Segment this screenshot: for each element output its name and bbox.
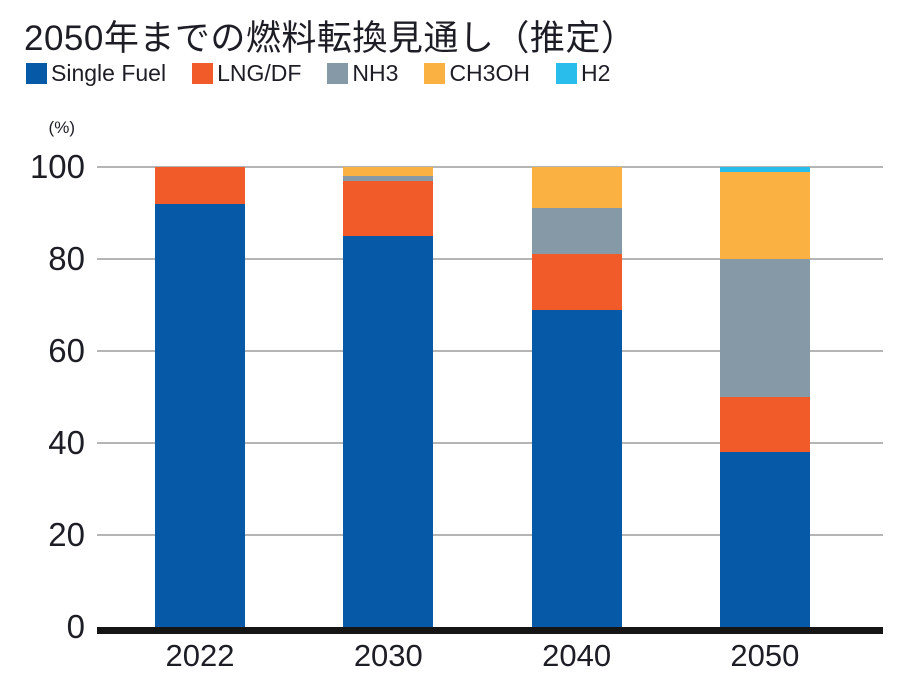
y-axis-tick-labels: 0 20 40 60 80 100 <box>0 0 85 679</box>
legend-item: NH3 <box>327 60 398 87</box>
legend-item: H2 <box>555 60 611 87</box>
bar-segment-h2 <box>719 167 810 172</box>
x-tick-label: 2030 <box>353 638 423 673</box>
stacked-bar-2050 <box>719 167 810 627</box>
legend-swatch-icon <box>555 63 577 84</box>
bar-segment-nh3 <box>719 259 810 398</box>
bar-segment-single-fuel <box>719 452 810 627</box>
bar-segment-lng-df <box>719 397 810 453</box>
stacked-bar-2030 <box>343 167 434 627</box>
legend-swatch-icon <box>192 63 214 84</box>
bar-segment-ch3oh <box>531 167 622 209</box>
y-tick-label: 60 <box>48 332 85 369</box>
y-tick-label: 100 <box>29 148 85 185</box>
x-tick-label: 2040 <box>542 638 612 673</box>
gridline <box>97 258 883 260</box>
legend-label: CH3OH <box>449 60 530 86</box>
legend: Single Fuel LNG/DF NH3 CH3OH H2 <box>26 60 610 87</box>
gridline <box>97 442 883 444</box>
y-axis-unit-label: (%) <box>48 118 75 137</box>
legend-label: H2 <box>580 60 611 86</box>
bar-segment-single-fuel <box>343 236 434 627</box>
bar-segment-ch3oh <box>343 167 434 177</box>
gridline <box>97 350 883 352</box>
legend-label: LNG/DF <box>217 60 302 86</box>
legend-item: LNG/DF <box>192 60 301 87</box>
bar-segment-ch3oh <box>719 171 810 260</box>
gridline <box>97 166 883 168</box>
bar-segment-lng-df <box>155 167 245 204</box>
y-tick-label: 20 <box>48 516 85 553</box>
legend-label: NH3 <box>352 60 399 86</box>
y-tick-label: 80 <box>48 240 85 277</box>
y-tick-label: 0 <box>66 608 85 645</box>
legend-swatch-icon <box>26 63 47 84</box>
bar-segment-single-fuel <box>155 203 245 627</box>
stacked-bar-2040 <box>531 167 622 627</box>
bar-segment-nh3 <box>531 208 622 255</box>
plot-area <box>97 166 883 634</box>
bar-segment-single-fuel <box>531 309 622 627</box>
legend-label: Single Fuel <box>51 60 167 86</box>
gridline <box>97 534 883 536</box>
x-tick-label: 2022 <box>165 638 235 673</box>
bar-segment-lng-df <box>343 180 434 236</box>
legend-item: Single Fuel <box>26 60 166 87</box>
bar-segment-lng-df <box>531 254 622 310</box>
page-title: 2050年までの燃料転換見通し（推定） <box>24 19 637 58</box>
x-tick-label: 2050 <box>730 638 800 673</box>
legend-item: CH3OH <box>424 60 530 87</box>
stacked-bar-2022 <box>155 167 245 627</box>
y-tick-label: 40 <box>48 424 85 461</box>
legend-swatch-icon <box>424 63 446 84</box>
bar-segment-nh3 <box>343 176 434 181</box>
legend-swatch-icon <box>327 63 349 84</box>
